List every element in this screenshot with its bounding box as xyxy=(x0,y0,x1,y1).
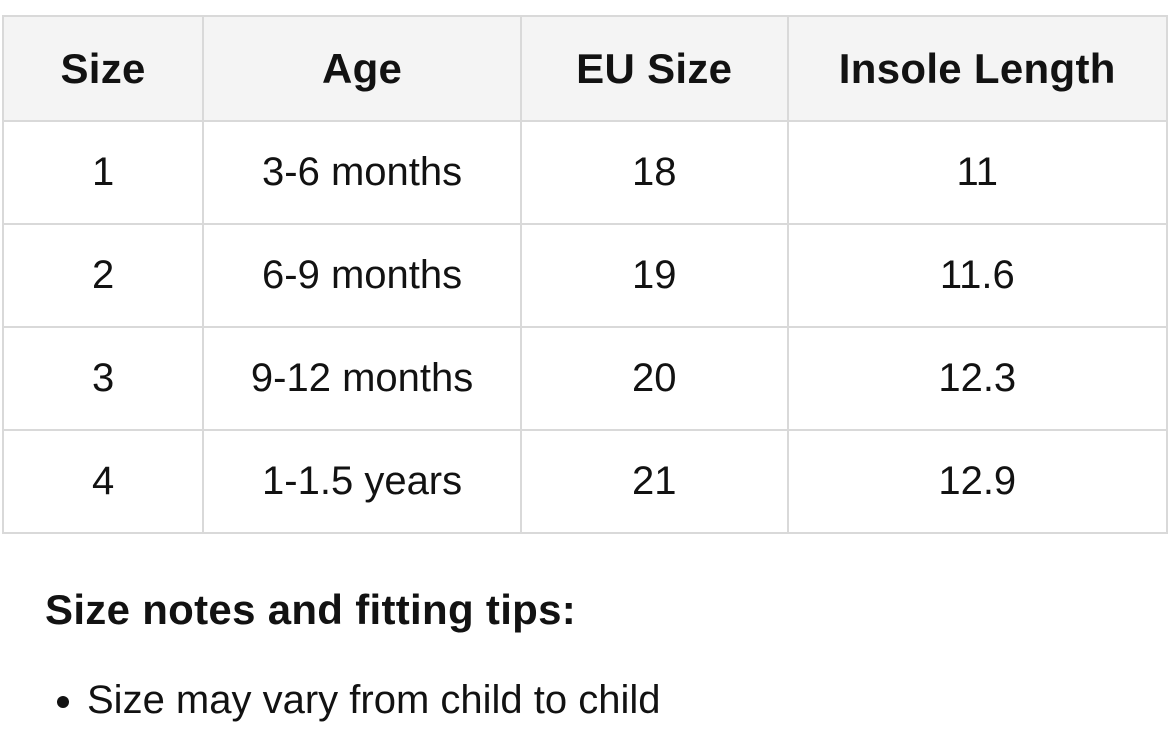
size-notes-list: Size may vary from child to child xyxy=(45,676,1125,724)
cell-size: 3 xyxy=(1,326,205,431)
table-row: 1 3-6 months 18 11 xyxy=(1,120,1169,225)
cell-eu-size: 18 xyxy=(519,120,789,225)
column-header-eu-size: EU Size xyxy=(519,15,789,122)
cell-insole-length: 12.3 xyxy=(786,326,1169,431)
cell-age: 9-12 months xyxy=(202,326,522,431)
cell-size: 4 xyxy=(1,429,205,534)
cell-insole-length: 11 xyxy=(786,120,1169,225)
table-header-row: Size Age EU Size Insole Length xyxy=(1,15,1169,122)
table-row: 2 6-9 months 19 11.6 xyxy=(1,223,1169,328)
table-row: 4 1-1.5 years 21 12.9 xyxy=(1,429,1169,534)
size-notes-heading: Size notes and fitting tips: xyxy=(45,586,577,633)
cell-eu-size: 19 xyxy=(519,223,789,328)
cell-insole-length: 11.6 xyxy=(786,223,1169,328)
cell-size: 1 xyxy=(1,120,205,225)
size-chart-table: Size Age EU Size Insole Length 1 3-6 mon… xyxy=(1,15,1169,534)
cell-age: 6-9 months xyxy=(202,223,522,328)
size-chart-page: Size Age EU Size Insole Length 1 3-6 mon… xyxy=(0,15,1170,731)
cell-insole-length: 12.9 xyxy=(786,429,1169,534)
cell-age: 1-1.5 years xyxy=(202,429,522,534)
size-note-item: Size may vary from child to child xyxy=(87,676,1125,724)
cell-size: 2 xyxy=(1,223,205,328)
cell-age: 3-6 months xyxy=(202,120,522,225)
size-notes-section: Size notes and fitting tips: Size may va… xyxy=(0,586,1170,724)
cell-eu-size: 21 xyxy=(519,429,789,534)
cell-eu-size: 20 xyxy=(519,326,789,431)
column-header-size: Size xyxy=(1,15,205,122)
column-header-age: Age xyxy=(202,15,522,122)
table-row: 3 9-12 months 20 12.3 xyxy=(1,326,1169,431)
column-header-insole-length: Insole Length xyxy=(786,15,1169,122)
